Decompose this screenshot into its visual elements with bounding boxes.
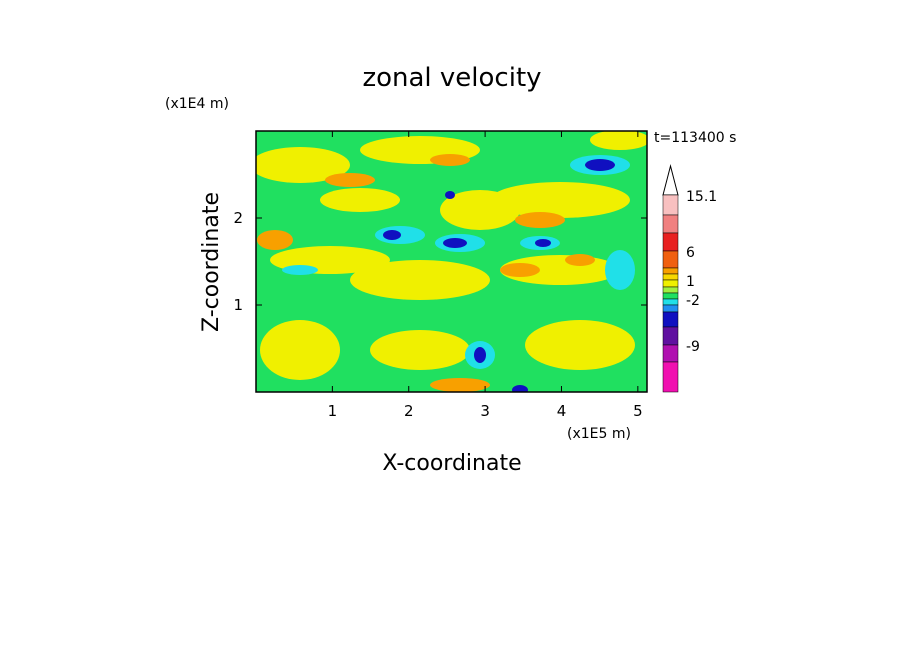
colorbar-swatch	[662, 304, 679, 313]
x-tick-label: 4	[557, 402, 567, 420]
y-unit: (x1E4 m)	[165, 96, 229, 112]
colorbar-swatch	[662, 292, 679, 300]
x-tick-label: 2	[404, 402, 414, 420]
chart-title: zonal velocity	[362, 63, 541, 93]
colorbar-swatch	[662, 194, 679, 216]
colorbar-swatch	[662, 232, 679, 252]
colorbar-label: -9	[686, 339, 700, 355]
x-axis-title: X-coordinate	[382, 451, 521, 476]
colorbar-swatch	[662, 214, 679, 234]
colorbar-label: 6	[686, 245, 695, 261]
colorbar-label: 15.1	[686, 189, 717, 205]
colorbar-swatch	[662, 298, 679, 306]
y-axis-title: Z-coordinate	[199, 192, 224, 332]
x-unit: (x1E5 m)	[567, 426, 631, 442]
x-tick-label: 1	[328, 402, 338, 420]
annotation: t=113400 s	[654, 130, 736, 146]
colorbar-swatch	[662, 286, 679, 294]
colorbar-swatch	[662, 311, 679, 328]
colorbar-label: -2	[686, 293, 700, 309]
colorbar-swatch	[662, 250, 679, 269]
colorbar-arrow	[662, 164, 679, 196]
colorbar-swatch	[662, 267, 679, 275]
colorbar-swatch	[662, 273, 679, 281]
colorbar-swatch	[662, 361, 679, 393]
y-tick-label: 2	[233, 209, 243, 227]
plot-frame	[255, 130, 648, 393]
colorbar-swatch	[662, 326, 679, 346]
colorbar: 15.1 6 1 -2 -9	[662, 164, 717, 393]
colorbar-swatch	[662, 279, 679, 288]
x-tick-label: 3	[480, 402, 490, 420]
contour-field	[256, 131, 647, 392]
colorbar-label: 1	[686, 274, 695, 290]
colorbar-swatch	[662, 344, 679, 363]
y-tick-label: 1	[233, 296, 243, 314]
x-tick-label: 5	[633, 402, 643, 420]
